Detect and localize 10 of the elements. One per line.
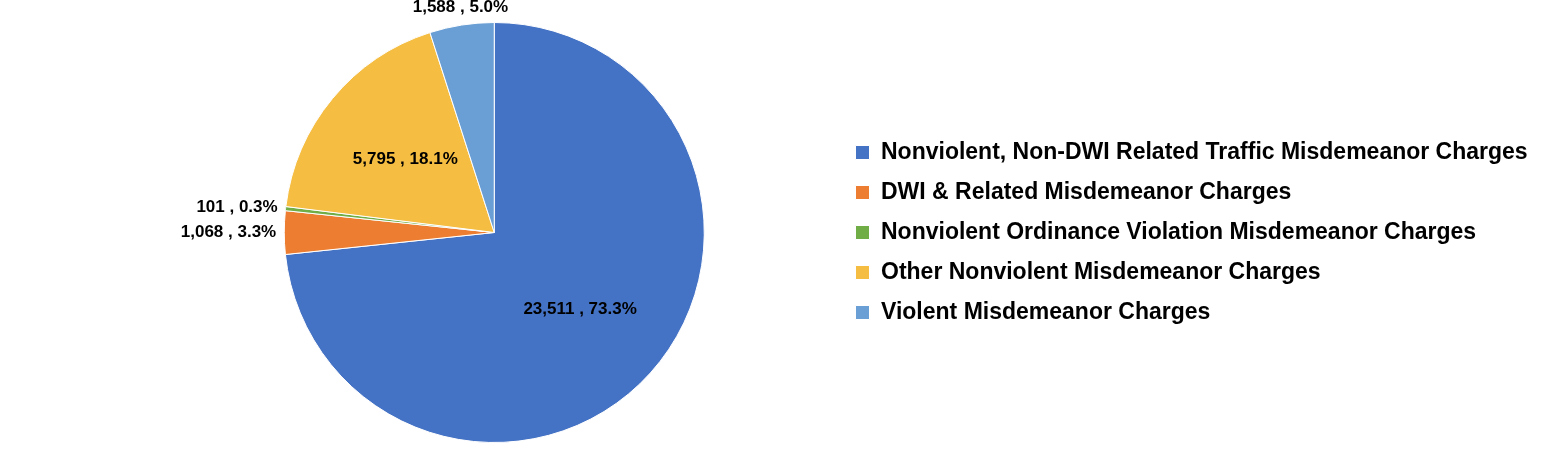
data-label: 101 , 0.3% [196,197,278,217]
legend-label: Violent Misdemeanor Charges [881,297,1211,324]
legend-label: Nonviolent Ordinance Violation Misdemeanor Charges [881,217,1477,244]
data-label: 1,068 , 3.3% [180,222,277,242]
data-label: 23,511 , 73.3% [523,299,637,319]
legend-label: Nonviolent, Non-DWI Related Traffic Misdemeanor Charges [881,137,1528,164]
data-label: 1,588 , 5.0% [412,0,509,16]
legend-label: DWI & Related Misdemeanor Charges [881,177,1292,204]
legend-label: Other Nonviolent Misdemeanor Charges [881,257,1321,284]
data-label: 5,795 , 18.1% [352,148,458,168]
